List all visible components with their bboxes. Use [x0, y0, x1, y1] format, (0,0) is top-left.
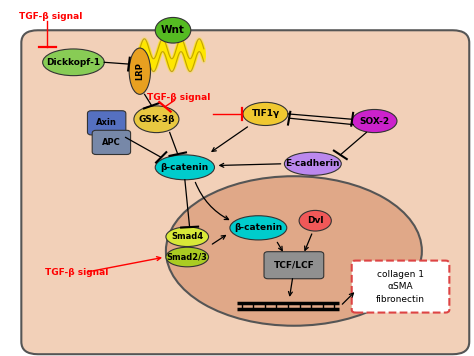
Text: E-cadherin: E-cadherin: [286, 159, 340, 168]
Text: TGF-β signal: TGF-β signal: [147, 93, 210, 103]
Text: GSK-3β: GSK-3β: [138, 115, 175, 124]
Text: TIF1γ: TIF1γ: [251, 109, 280, 119]
Text: Smad4: Smad4: [171, 232, 203, 241]
Text: β-catenin: β-catenin: [161, 163, 209, 172]
Ellipse shape: [129, 48, 150, 94]
FancyBboxPatch shape: [264, 252, 324, 279]
Text: Axin: Axin: [96, 118, 117, 127]
Text: β-catenin: β-catenin: [234, 223, 283, 232]
Text: SOX-2: SOX-2: [359, 116, 390, 126]
Text: collagen 1
αSMA
fibronectin: collagen 1 αSMA fibronectin: [376, 269, 425, 304]
FancyBboxPatch shape: [21, 30, 469, 354]
Ellipse shape: [299, 210, 331, 231]
Text: Dvl: Dvl: [307, 216, 323, 225]
Text: TCF/LCF: TCF/LCF: [273, 261, 314, 270]
Ellipse shape: [352, 110, 397, 132]
Text: LRP: LRP: [136, 62, 144, 80]
Text: APC: APC: [102, 138, 121, 147]
Ellipse shape: [284, 152, 341, 175]
Ellipse shape: [43, 49, 104, 76]
FancyBboxPatch shape: [87, 111, 126, 135]
Ellipse shape: [134, 106, 179, 132]
Ellipse shape: [243, 103, 288, 125]
Ellipse shape: [155, 17, 191, 43]
Text: Wnt: Wnt: [161, 25, 185, 35]
Ellipse shape: [155, 155, 214, 180]
Ellipse shape: [230, 216, 287, 240]
Text: TGF-β signal: TGF-β signal: [19, 11, 82, 21]
Ellipse shape: [166, 176, 422, 326]
FancyBboxPatch shape: [352, 261, 449, 313]
Text: Smad2/3: Smad2/3: [167, 252, 208, 262]
Ellipse shape: [166, 247, 209, 267]
Ellipse shape: [166, 227, 209, 246]
Text: TGF-β signal: TGF-β signal: [45, 268, 109, 277]
Text: Dickkopf-1: Dickkopf-1: [46, 58, 100, 67]
FancyBboxPatch shape: [92, 130, 130, 155]
